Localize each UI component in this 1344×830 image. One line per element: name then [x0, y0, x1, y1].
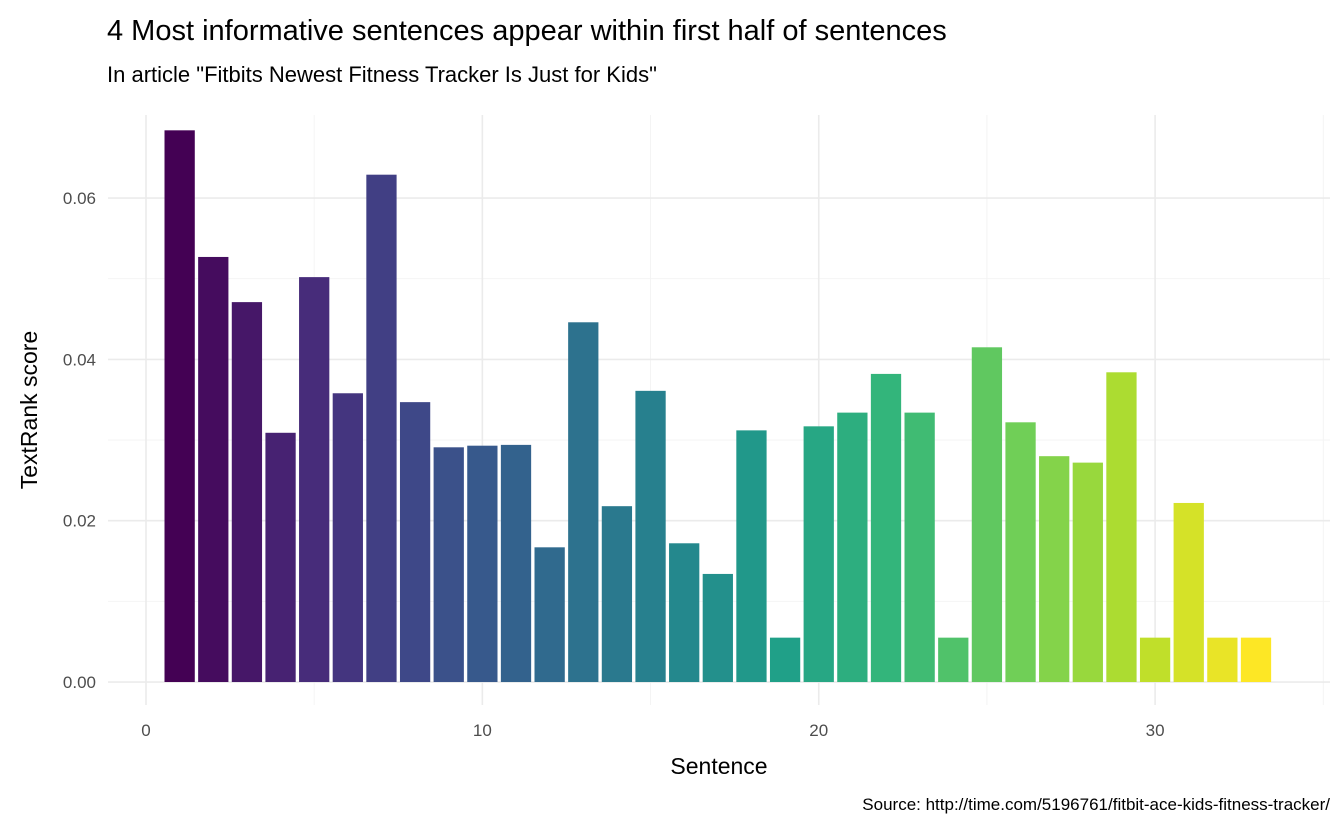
bar-sentence-15: [635, 390, 666, 683]
source-caption: Source: http://time.com/5196761/fitbit-a…: [862, 795, 1330, 814]
bar-sentence-26: [1005, 422, 1036, 683]
bar-sentence-10: [467, 445, 498, 683]
bar-sentence-25: [971, 347, 1003, 683]
x-tick-label: 0: [141, 721, 150, 740]
x-tick-label: 10: [473, 721, 492, 740]
y-tick-label: 0.06: [63, 189, 96, 208]
bar-sentence-7: [366, 174, 397, 683]
chart-title: 4 Most informative sentences appear with…: [107, 15, 947, 47]
bar-sentence-19: [769, 637, 801, 683]
y-tick-label: 0.04: [63, 350, 96, 369]
bar-sentence-13: [568, 322, 599, 683]
bar-sentence-23: [904, 412, 935, 683]
bar-sentence-32: [1207, 637, 1238, 683]
bar-sentence-9: [433, 447, 464, 683]
bar-sentence-27: [1039, 456, 1070, 683]
bar-sentence-28: [1072, 462, 1103, 683]
bar-sentence-17: [702, 573, 733, 683]
bar-sentence-24: [938, 637, 969, 683]
bar-sentence-4: [265, 432, 296, 683]
bar-sentence-30: [1139, 637, 1171, 683]
y-axis-title: TextRank score: [16, 331, 42, 490]
bar-sentence-3: [231, 302, 263, 683]
bar-sentence-5: [299, 277, 330, 683]
bar-sentence-22: [870, 373, 902, 683]
x-tick-label: 30: [1146, 721, 1165, 740]
x-tick-label: 20: [809, 721, 828, 740]
bar-sentence-8: [399, 402, 431, 683]
bar-sentence-21: [837, 412, 868, 683]
y-tick-label: 0.00: [63, 673, 96, 692]
chart-subtitle: In article "Fitbits Newest Fitness Track…: [107, 62, 657, 87]
y-tick-label: 0.02: [63, 512, 96, 531]
x-axis-title: Sentence: [670, 753, 767, 779]
bar-sentence-16: [669, 543, 700, 683]
bar-sentence-31: [1173, 502, 1204, 683]
bar-sentence-14: [601, 506, 633, 683]
bar-sentence-2: [198, 256, 229, 683]
bar-sentence-11: [500, 444, 532, 683]
bar-sentence-33: [1240, 637, 1272, 683]
bar-sentence-18: [736, 430, 767, 683]
bar-sentence-29: [1106, 372, 1137, 683]
bar-sentence-6: [332, 393, 363, 683]
bar-sentence-20: [803, 426, 834, 683]
bars: [164, 130, 1272, 683]
bar-sentence-12: [534, 547, 565, 683]
tick-labels: 0.00 0.02 0.04 0.06 0 10 20 30: [63, 189, 1165, 740]
bar-sentence-1: [164, 130, 195, 683]
